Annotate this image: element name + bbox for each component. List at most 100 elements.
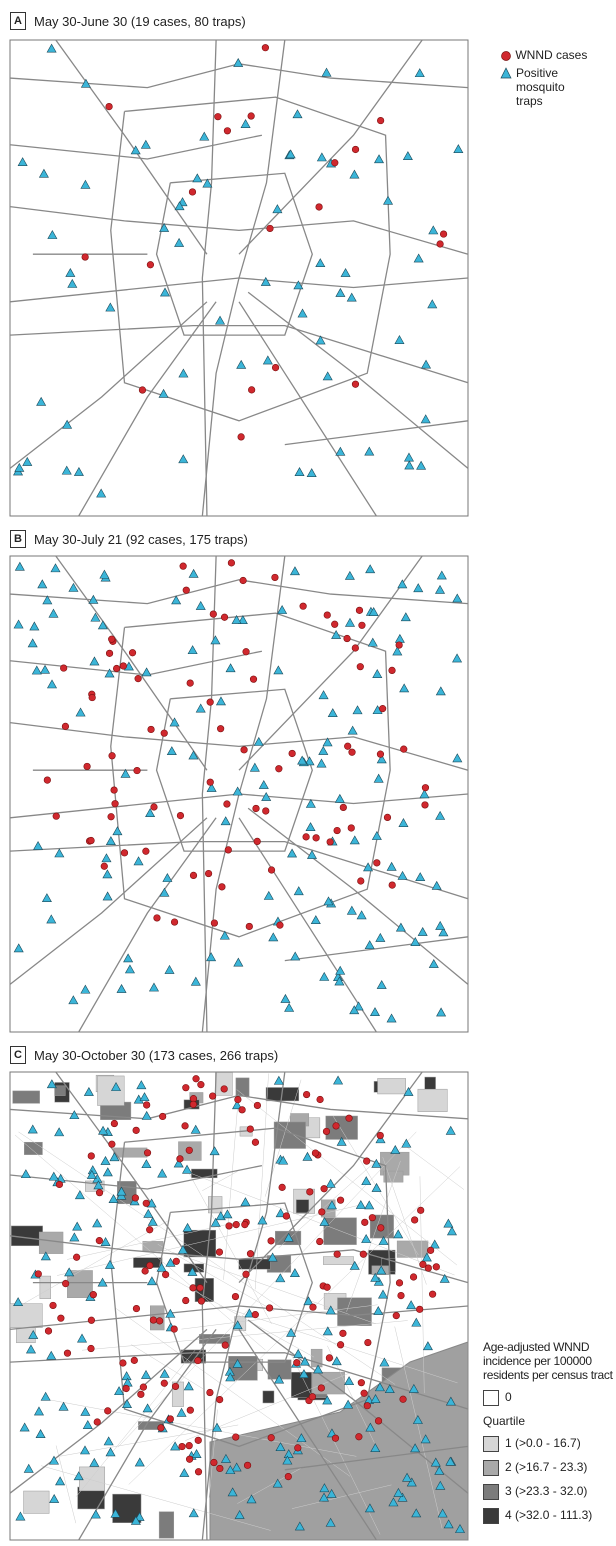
census-tract bbox=[273, 1121, 306, 1149]
wnnd-case bbox=[186, 1406, 194, 1414]
mosquito-trap bbox=[41, 893, 52, 903]
mosquito-trap bbox=[371, 1158, 382, 1168]
wnnd-case bbox=[43, 776, 51, 784]
mosquito-trap bbox=[89, 656, 100, 666]
mosquito-trap bbox=[304, 756, 315, 766]
road bbox=[55, 39, 208, 255]
legend-label: 4 (>32.0 - 111.3) bbox=[505, 1508, 593, 1523]
mosquito-trap bbox=[159, 887, 170, 897]
wnnd-case bbox=[108, 752, 116, 760]
wnnd-case bbox=[303, 1090, 311, 1099]
road bbox=[155, 688, 313, 852]
mosquito-trap bbox=[422, 1341, 433, 1351]
wnnd-case bbox=[383, 813, 392, 822]
wnnd-case bbox=[374, 1417, 383, 1425]
mosquito-trap bbox=[275, 1442, 286, 1451]
wnnd-case bbox=[61, 722, 70, 730]
mosquito-trap bbox=[240, 119, 251, 128]
wnnd-case bbox=[278, 1183, 286, 1191]
map bbox=[9, 39, 469, 517]
wnnd-case bbox=[392, 1312, 400, 1320]
census-tract bbox=[296, 1199, 310, 1214]
wnnd-case bbox=[358, 621, 366, 629]
census-tract bbox=[323, 1217, 357, 1245]
tract-boundary bbox=[202, 1171, 238, 1191]
wnnd-case bbox=[120, 849, 129, 857]
mosquito-trap bbox=[384, 1384, 395, 1394]
mosquito-trap bbox=[267, 1252, 278, 1262]
wnnd-case bbox=[107, 813, 115, 821]
census-tract bbox=[325, 1115, 358, 1140]
mosquito-trap bbox=[170, 1441, 181, 1451]
wnnd-case bbox=[83, 762, 91, 771]
mosquito-trap bbox=[90, 1509, 101, 1519]
mosquito-trap bbox=[236, 359, 247, 369]
wnnd-case bbox=[379, 705, 387, 713]
panel-title: B May 30-July 21 (92 cases, 175 traps) bbox=[10, 530, 248, 548]
wnnd-case bbox=[284, 1472, 292, 1481]
mosquito-trap bbox=[322, 1326, 333, 1336]
wnnd-case bbox=[170, 1325, 178, 1333]
wnnd-case bbox=[400, 745, 408, 753]
wnnd-case bbox=[227, 559, 236, 567]
wnnd-case bbox=[436, 240, 444, 248]
wnnd-case bbox=[49, 1301, 57, 1310]
mosquito-trap bbox=[386, 1013, 397, 1023]
mosquito-trap bbox=[272, 204, 283, 214]
panel-title: A May 30-June 30 (19 cases, 80 traps) bbox=[10, 12, 246, 30]
mosquito-trap bbox=[318, 690, 329, 700]
wnnd-case bbox=[276, 921, 284, 929]
wnnd-case bbox=[234, 1095, 242, 1104]
mosquito-trap bbox=[283, 1232, 294, 1242]
mosquito-trap bbox=[80, 78, 91, 88]
wnnd-case bbox=[331, 1434, 340, 1442]
wnnd-case bbox=[261, 44, 269, 52]
wnnd-case bbox=[134, 675, 142, 683]
mosquito-trap bbox=[124, 964, 135, 974]
tract-boundary bbox=[60, 1424, 239, 1457]
wnnd-case bbox=[81, 253, 89, 261]
mosquito-trap bbox=[445, 1396, 456, 1406]
road bbox=[110, 612, 391, 938]
mosquito-trap bbox=[215, 315, 226, 325]
mosquito-trap bbox=[363, 862, 374, 872]
wnnd-case bbox=[185, 1146, 193, 1154]
mosquito-trap bbox=[403, 1086, 414, 1096]
mosquito-trap bbox=[27, 638, 38, 648]
wnnd-case bbox=[242, 1270, 250, 1278]
mosquito-trap bbox=[411, 1317, 422, 1327]
wnnd-case bbox=[388, 666, 396, 675]
wnnd-case bbox=[197, 1081, 205, 1089]
census-tract bbox=[12, 1090, 40, 1104]
panel-letter: C bbox=[10, 1046, 26, 1064]
road bbox=[9, 579, 469, 605]
mosquito-trap bbox=[141, 1110, 152, 1120]
mosquito-trap bbox=[82, 1420, 93, 1429]
mosquito-trap bbox=[159, 222, 170, 232]
mosquito-trap bbox=[146, 1276, 157, 1286]
wnnd-case bbox=[172, 1257, 180, 1265]
mosquito-trap bbox=[159, 287, 171, 297]
wnnd-case bbox=[271, 573, 279, 582]
mosquito-trap bbox=[374, 1382, 385, 1392]
mosquito-trap bbox=[306, 849, 317, 859]
wnnd-case bbox=[156, 1317, 164, 1325]
wnnd-case bbox=[348, 748, 356, 756]
wnnd-case bbox=[252, 804, 260, 813]
mosquito-trap bbox=[318, 1492, 330, 1502]
mosquito-trap bbox=[260, 276, 271, 286]
panel-caption: May 30-July 21 (92 cases, 175 traps) bbox=[34, 531, 248, 547]
tract-boundary bbox=[223, 1094, 239, 1280]
mosquito-trap bbox=[96, 488, 107, 498]
mosquito-trap bbox=[394, 335, 405, 344]
mosquito-trap bbox=[130, 1515, 141, 1525]
wnnd-case bbox=[189, 1284, 197, 1292]
mosquito-trap bbox=[275, 1208, 286, 1218]
wnnd-case bbox=[34, 1270, 42, 1278]
wnnd-case bbox=[209, 1092, 217, 1100]
mosquito-trap bbox=[210, 1217, 221, 1227]
legend-label: 2 (>16.7 - 23.3) bbox=[505, 1460, 588, 1475]
mosquito-trap bbox=[142, 1403, 153, 1413]
wnnd-case bbox=[251, 1138, 260, 1146]
